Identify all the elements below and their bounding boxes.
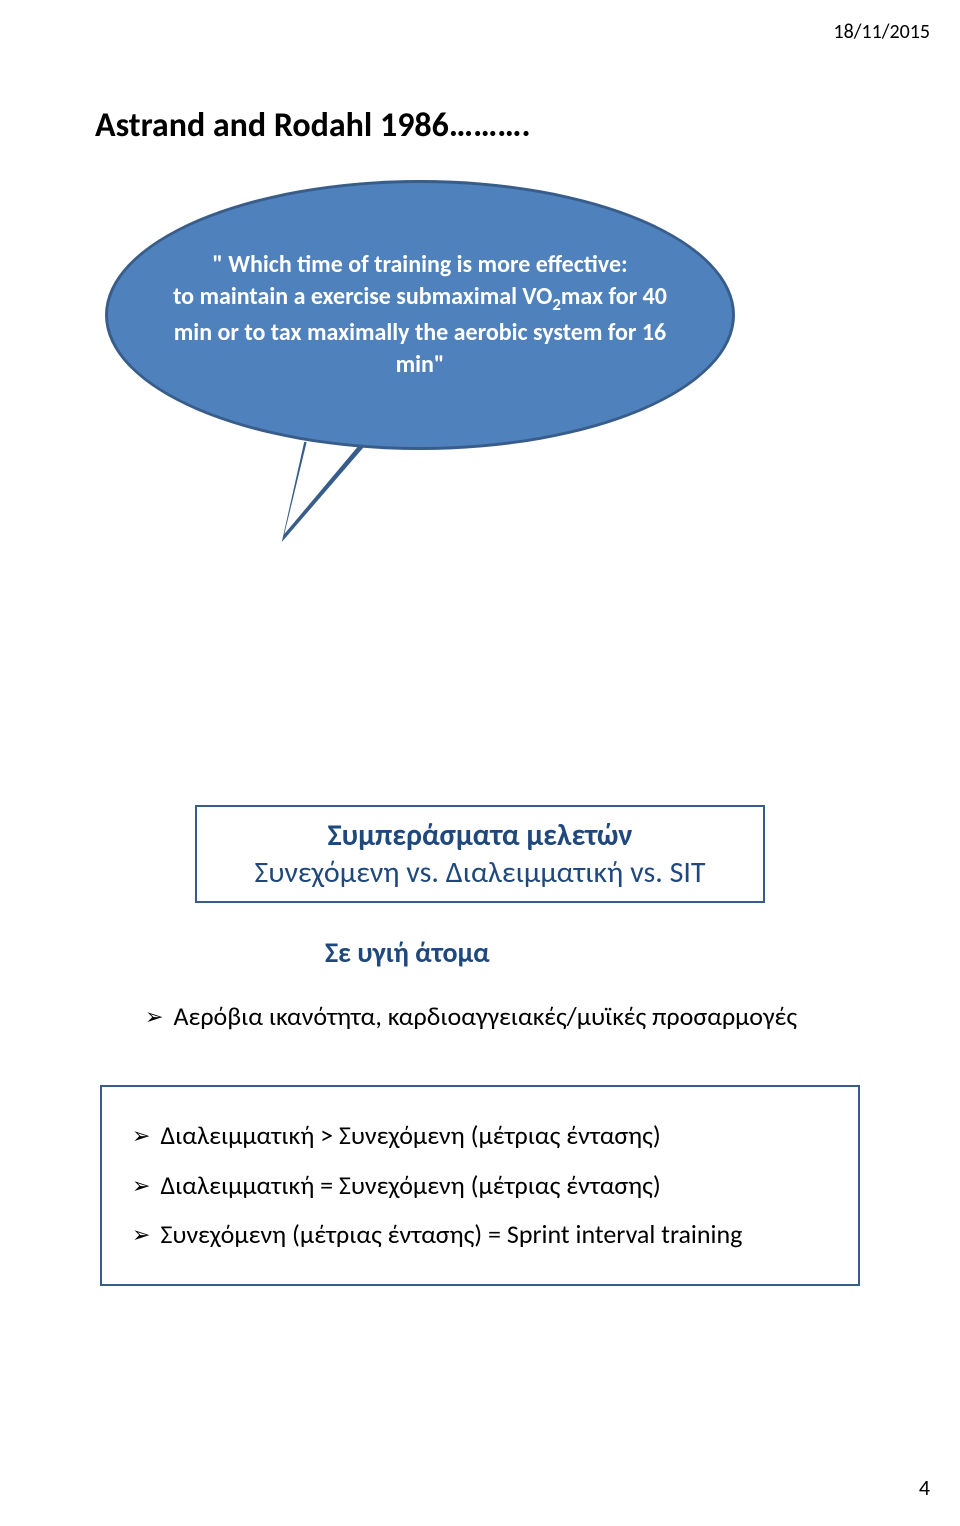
slide-2: Συμπεράσματα μελετών Συνεχόμενη vs. Διαλ… xyxy=(55,775,905,1415)
bubble-line3: min or to tax maximally the aerobic syst… xyxy=(174,318,666,347)
conclusions-box: ➢ Διαλειμματική > Συνεχόμενη (μέτριας έν… xyxy=(100,1085,860,1286)
conclusion-item-1: ➢ Διαλειμματική > Συνεχόμενη (μέτριας έν… xyxy=(132,1115,828,1157)
arrow-icon: ➢ xyxy=(132,1168,150,1203)
summary-box: Συμπεράσματα μελετών Συνεχόμενη vs. Διαλ… xyxy=(195,805,765,903)
conclusion-text-2: Διαλειμματική = Συνεχόμενη (μέτριας έντα… xyxy=(160,1165,660,1207)
speech-bubble: " Which time of training is more effecti… xyxy=(105,180,735,450)
arrow-icon: ➢ xyxy=(132,1118,150,1153)
bullet-text-1: Αερόβια ικανότητα, καρδιοαγγειακές/μυϊκέ… xyxy=(173,1000,797,1032)
bubble-line2a: to maintain a exercise submaximal VO xyxy=(173,282,552,311)
arrow-icon: ➢ xyxy=(145,1003,163,1030)
section-subtitle: Σε υγιή άτομα xyxy=(325,935,490,970)
page-number: 4 xyxy=(919,1474,930,1501)
conclusion-text-1: Διαλειμματική > Συνεχόμενη (μέτριας έντα… xyxy=(160,1115,660,1157)
bubble-line1: " Which time of training is more effecti… xyxy=(212,250,627,279)
conclusion-text-3: Συνεχόμενη (μέτριας έντασης) = Sprint in… xyxy=(160,1214,742,1256)
page-date: 18/11/2015 xyxy=(833,20,930,44)
bubble-line2b: max for 40 xyxy=(561,282,667,311)
conclusion-item-2: ➢ Διαλειμματική = Συνεχόμενη (μέτριας έν… xyxy=(132,1165,828,1207)
summary-title: Συμπεράσματα μελετών xyxy=(211,817,749,854)
bubble-text: " Which time of training is more effecti… xyxy=(173,249,667,382)
slide-1: Astrand and Rodahl 1986………. " Which time… xyxy=(55,80,905,720)
arrow-icon: ➢ xyxy=(132,1217,150,1252)
bullet-item-1: ➢ Αερόβια ικανότητα, καρδιοαγγειακές/μυϊ… xyxy=(145,1000,797,1032)
summary-subtitle: Συνεχόμενη vs. Διαλειμματική vs. SIT xyxy=(211,854,749,891)
bubble-line4: min" xyxy=(396,350,445,379)
bubble-sub: 2 xyxy=(552,294,561,315)
slide1-title: Astrand and Rodahl 1986………. xyxy=(95,105,531,146)
conclusion-item-3: ➢ Συνεχόμενη (μέτριας έντασης) = Sprint … xyxy=(132,1214,828,1256)
